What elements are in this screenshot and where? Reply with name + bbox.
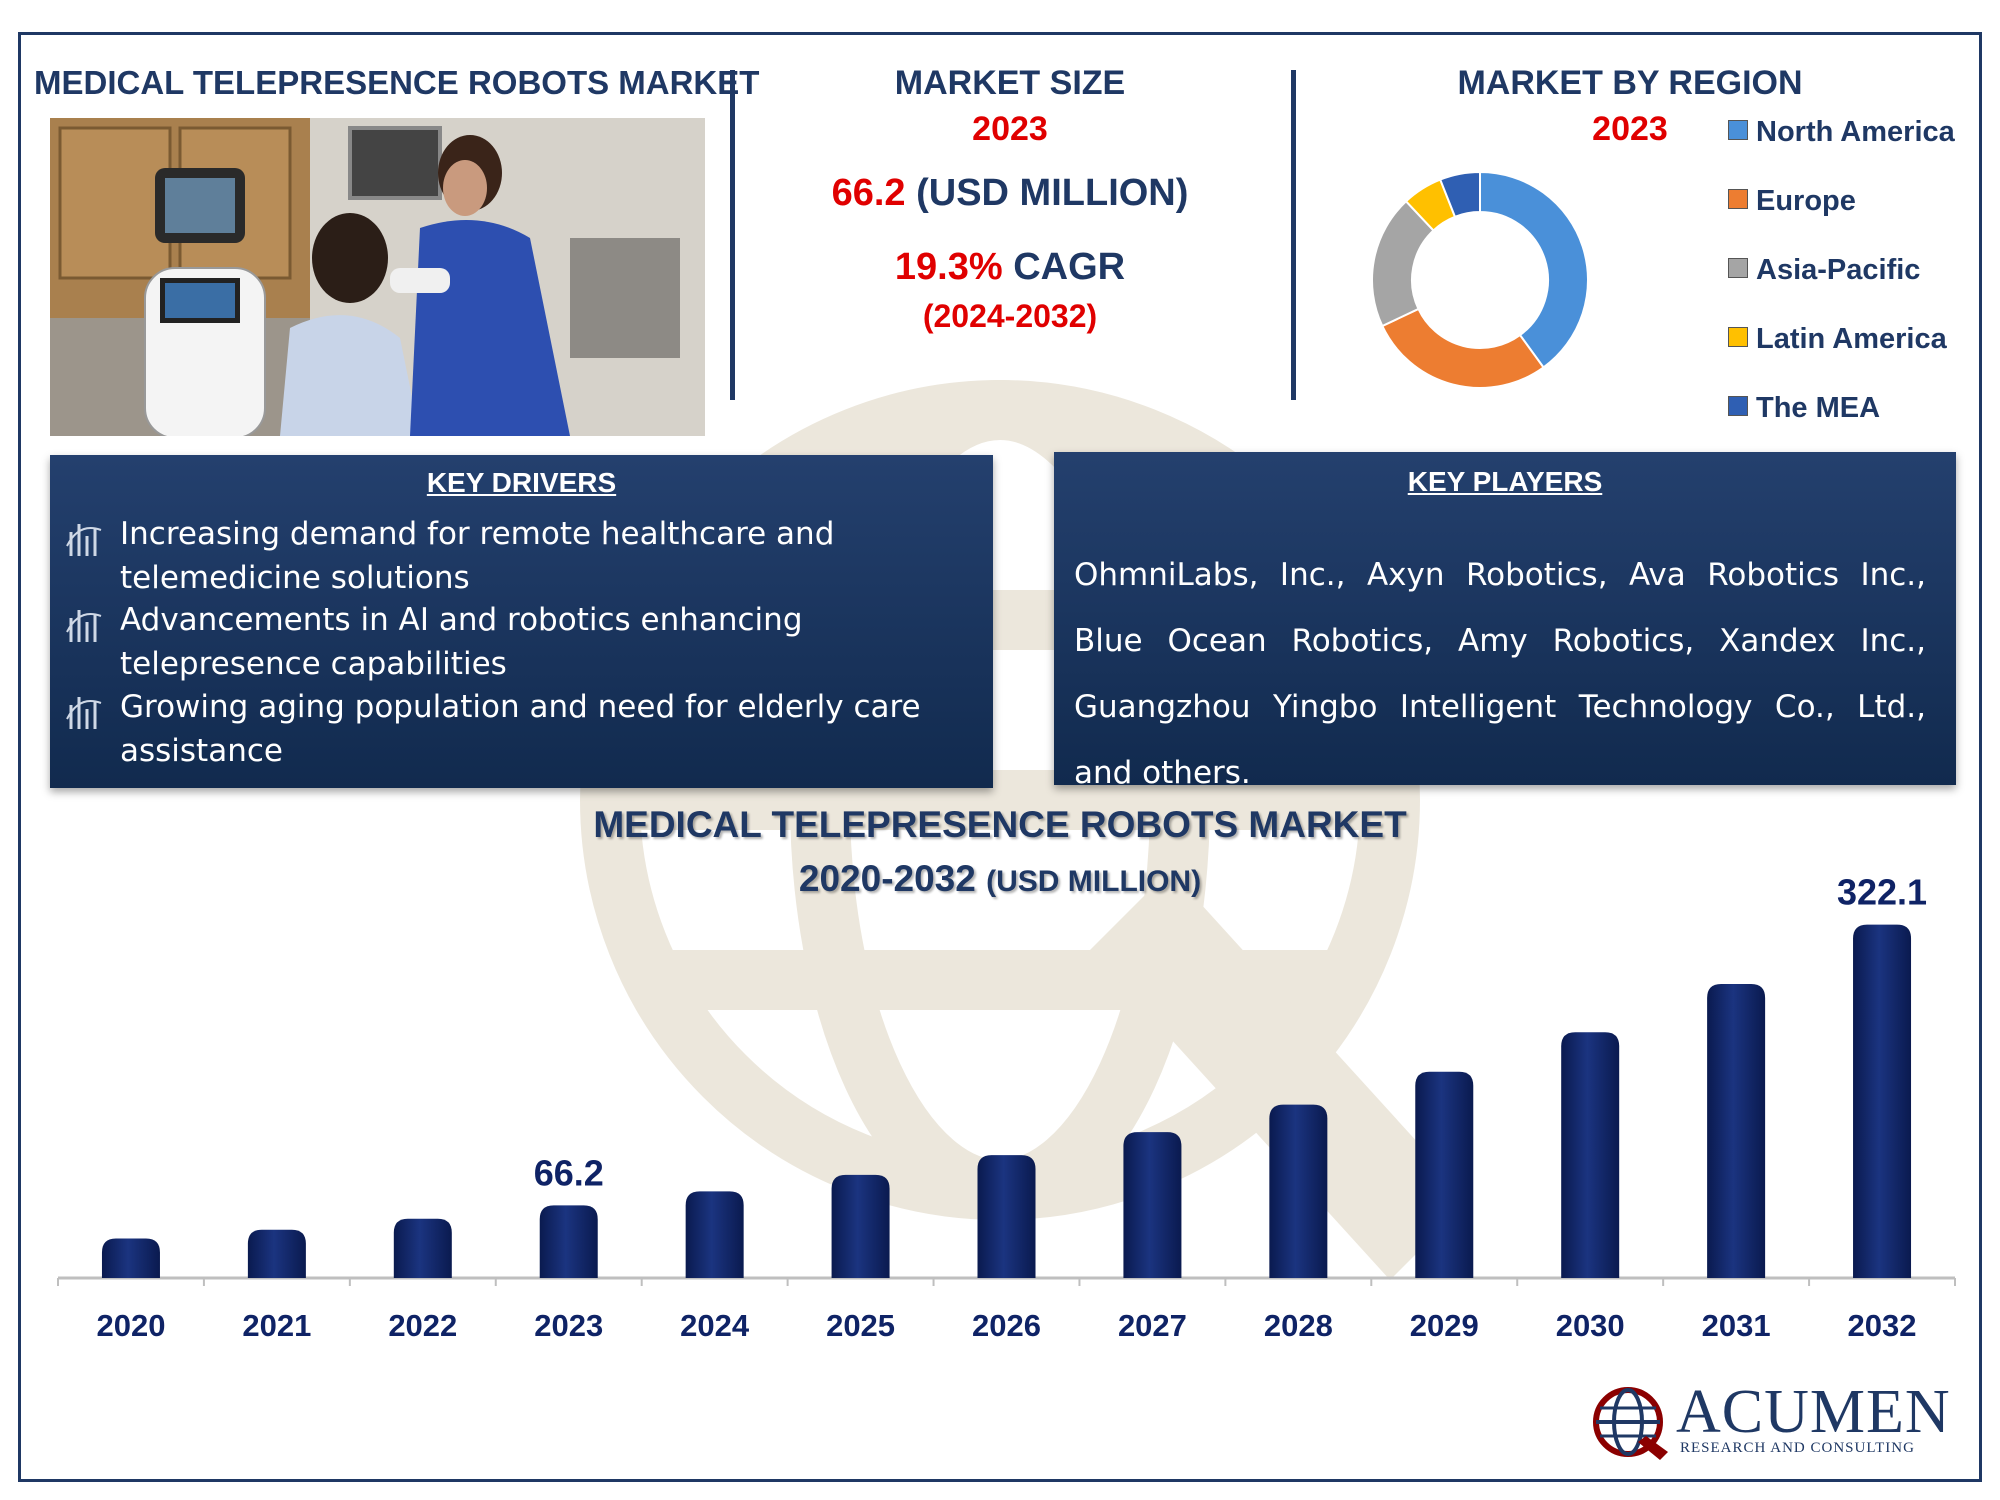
key-players-text: OhmniLabs, Inc., Axyn Robotics, Ava Robo…: [1074, 557, 1926, 791]
market-size-value: 66.2: [831, 172, 906, 214]
legend-label: Latin America: [1756, 323, 1947, 355]
region-donut-chart: [1371, 170, 1589, 389]
x-tick-label: 2021: [242, 1308, 311, 1343]
x-tick-label: 2028: [1264, 1308, 1333, 1343]
donut-slice-north-america: [1479, 170, 1589, 369]
key-players-panel: KEY PLAYERS OhmniLabs, Inc., Axyn Roboti…: [1054, 452, 1956, 791]
market-size-year: 2023: [972, 110, 1048, 148]
cagr-value: 19.3%: [894, 246, 1003, 288]
key-drivers-panel: KEY DRIVERS Increasing demand for remote…: [50, 455, 993, 788]
brand-logo: ACUMEN RESEARCH AND CONSULTING: [1588, 1378, 1951, 1460]
data-label: 322.1: [1837, 872, 1927, 913]
x-tick-label: 2022: [388, 1308, 457, 1343]
infographic-title: MEDICAL TELEPRESENCE ROBOTS MARKET: [34, 64, 760, 101]
donut-slice-the-mea: [1438, 170, 1481, 219]
bar-2027: [1123, 1132, 1182, 1278]
bar-2020: [101, 1238, 160, 1278]
brand-tagline: RESEARCH AND CONSULTING: [1680, 1440, 1915, 1456]
key-players-title: KEY PLAYERS: [1407, 466, 1603, 497]
chart-bullet-icon: [66, 610, 102, 642]
legend-item: Europe: [1728, 185, 1856, 218]
bar-2022: [393, 1218, 452, 1278]
bar-2028: [1269, 1104, 1328, 1278]
key-drivers-title: KEY DRIVERS: [426, 467, 617, 498]
x-tick-label: 2030: [1556, 1308, 1625, 1343]
data-label: 66.2: [534, 1152, 604, 1193]
x-tick-label: 2024: [680, 1308, 750, 1343]
cagr-line: 19.3% CAGR: [730, 246, 1290, 289]
brand-name: ACUMEN: [1676, 1378, 1951, 1446]
legend-swatch: [1728, 258, 1748, 278]
market-size-unit: (USD MILLION): [916, 172, 1189, 214]
bar-2030: [1561, 1032, 1620, 1278]
bar-2024: [685, 1191, 744, 1278]
x-tick-label: 2023: [534, 1308, 603, 1343]
bar-2029: [1415, 1071, 1474, 1278]
chart-bullet-icon: [66, 524, 102, 556]
legend-swatch: [1728, 396, 1748, 416]
brand-globe-icon: [1593, 1387, 1668, 1460]
x-tick-label: 2031: [1702, 1308, 1771, 1343]
x-tick-label: 2026: [972, 1308, 1041, 1343]
driver-item: Growing aging population and need for el…: [66, 685, 973, 773]
legend-item: Latin America: [1728, 323, 1947, 356]
bar-2032: [1853, 924, 1912, 1278]
cagr-period: (2024-2032): [922, 298, 1098, 334]
legend-swatch: [1728, 120, 1748, 140]
divider-left: [730, 70, 735, 400]
driver-text: Growing aging population and need for el…: [120, 689, 921, 769]
x-tick-label: 2029: [1410, 1308, 1479, 1343]
driver-item: Increasing demand for remote healthcare …: [66, 512, 973, 600]
driver-text: Increasing demand for remote healthcare …: [120, 516, 835, 596]
x-tick-label: 2020: [96, 1308, 165, 1343]
cagr-label: CAGR: [1013, 246, 1126, 288]
chart-title-line1: MEDICAL TELEPRESENCE ROBOTS MARKET: [593, 804, 1407, 845]
legend-swatch: [1728, 189, 1748, 209]
bar-2023: [539, 1205, 598, 1278]
legend-label: Europe: [1756, 185, 1856, 217]
bar-2026: [977, 1155, 1036, 1278]
x-tick-label: 2032: [1848, 1308, 1917, 1343]
region-title: MARKET BY REGION: [1457, 64, 1803, 102]
legend-item: North America: [1728, 116, 1955, 149]
x-tick-label: 2027: [1118, 1308, 1187, 1343]
bar-2021: [247, 1229, 306, 1278]
chart-title-years: 2020-2032: [798, 858, 976, 899]
market-size-title: MARKET SIZE: [894, 64, 1126, 102]
legend-item: The MEA: [1728, 392, 1880, 425]
hero-photo: [50, 118, 705, 436]
legend-label: The MEA: [1756, 392, 1881, 424]
market-size-value-line: 66.2 (USD MILLION): [730, 172, 1290, 215]
legend-label: Asia-Pacific: [1756, 254, 1921, 286]
chart-title-unit: (USD MILLION): [986, 865, 1202, 898]
legend-label: North America: [1756, 116, 1955, 148]
driver-text: Advancements in AI and robotics enhancin…: [120, 602, 803, 682]
x-tick-label: 2025: [826, 1308, 895, 1343]
legend-item: Asia-Pacific: [1728, 254, 1920, 287]
region-year: 2023: [1592, 110, 1668, 148]
bar-2031: [1707, 983, 1766, 1278]
chart-title-line2: 2020-2032 (USD MILLION): [0, 858, 2000, 900]
divider-right: [1291, 70, 1296, 400]
infographic-frame: [18, 32, 1982, 1482]
bar-2025: [831, 1174, 890, 1278]
driver-item: Advancements in AI and robotics enhancin…: [66, 598, 973, 686]
legend-swatch: [1728, 327, 1748, 347]
chart-bullet-icon: [66, 697, 102, 729]
